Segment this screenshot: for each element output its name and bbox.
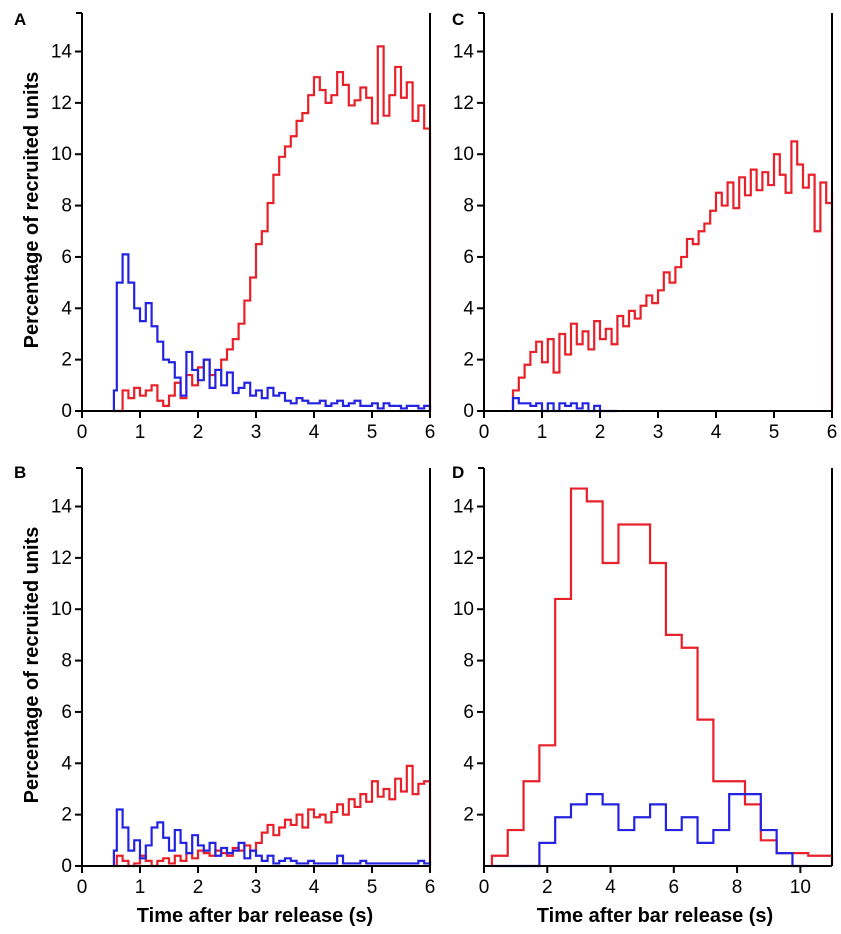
series-line-red — [113, 764, 432, 868]
panel-label: C — [452, 10, 464, 29]
panel-label: B — [14, 463, 26, 482]
y-tick-label: 12 — [51, 93, 72, 114]
y-axis-title-bottom: Percentage of recruited units — [21, 527, 43, 804]
x-tick-label: 3 — [653, 422, 664, 443]
x-tick-label: 6 — [827, 422, 838, 443]
x-tick-label: 4 — [605, 877, 616, 898]
x-tick-label: 2 — [595, 422, 606, 443]
y-tick-label: 6 — [61, 702, 72, 723]
x-tick-label: 2 — [542, 877, 553, 898]
series-line-red — [511, 140, 834, 411]
series-line-red — [490, 487, 834, 866]
x-tick-label: 5 — [367, 422, 378, 443]
y-tick-label: 2 — [463, 805, 474, 826]
x-axis-unit-left: (s) — [349, 905, 373, 927]
x-tick-label: 0 — [479, 422, 490, 443]
y-tick-label: 4 — [61, 298, 72, 319]
x-tick-label: 6 — [425, 877, 436, 898]
x-tick-label: 3 — [251, 877, 262, 898]
y-tick-label: 4 — [61, 753, 72, 774]
series-line-red — [113, 45, 432, 413]
x-tick-label: 1 — [135, 422, 146, 443]
x-tick-label: 4 — [711, 422, 722, 443]
x-tick-label: 2 — [193, 422, 204, 443]
x-tick-label: 6 — [669, 877, 680, 898]
y-tick-label: 12 — [453, 548, 474, 569]
y-tick-label: 8 — [463, 651, 474, 672]
y-tick-label: 14 — [453, 42, 475, 63]
x-tick-label: 1 — [537, 422, 548, 443]
y-tick-label: 6 — [463, 247, 474, 268]
y-tick-label: 10 — [453, 144, 474, 165]
x-axis-title-right-text: Time after bar release — [537, 905, 743, 927]
y-tick-label: 12 — [51, 548, 72, 569]
y-tick-label: 10 — [51, 599, 72, 620]
y-tick-label: 6 — [61, 247, 72, 268]
y-tick-label: 12 — [453, 93, 474, 114]
y-tick-label: 4 — [463, 298, 474, 319]
y-tick-label: 14 — [51, 42, 73, 63]
x-axis-title-right: Time after bar release (s) — [537, 905, 773, 927]
panel-label: A — [14, 10, 26, 29]
panel-label: D — [452, 463, 464, 482]
x-tick-label: 8 — [732, 877, 743, 898]
y-tick-label: 8 — [463, 196, 474, 217]
y-tick-label: 8 — [61, 196, 72, 217]
y-tick-label: 2 — [61, 805, 72, 826]
x-tick-label: 1 — [135, 877, 146, 898]
y-tick-label: 2 — [463, 350, 474, 371]
y-tick-label: 14 — [51, 497, 73, 518]
y-tick-label: 6 — [463, 702, 474, 723]
x-tick-label: 6 — [425, 422, 436, 443]
x-tick-label: 0 — [479, 877, 490, 898]
x-tick-label: 10 — [790, 877, 811, 898]
x-tick-label: 4 — [309, 877, 320, 898]
y-tick-label: 10 — [453, 599, 474, 620]
y-tick-label: 8 — [61, 651, 72, 672]
series-line-blue — [112, 253, 432, 411]
series-line-blue — [112, 808, 432, 866]
x-tick-label: 5 — [769, 422, 780, 443]
x-tick-label: 4 — [309, 422, 320, 443]
x-tick-label: 0 — [77, 422, 88, 443]
x-tick-label: 5 — [367, 877, 378, 898]
x-tick-label: 3 — [251, 422, 262, 443]
y-tick-label: 0 — [61, 401, 72, 422]
series-line-blue — [491, 793, 809, 868]
x-tick-label: 2 — [193, 877, 204, 898]
y-axis-title-top: Percentage of recruited units — [21, 72, 43, 349]
y-tick-label: 4 — [463, 753, 474, 774]
y-tick-label: 10 — [51, 144, 72, 165]
y-tick-label: 0 — [463, 401, 474, 422]
y-tick-label: 0 — [61, 856, 72, 877]
x-tick-label: 0 — [77, 877, 88, 898]
y-tick-label: 2 — [61, 350, 72, 371]
series-line-blue — [511, 397, 618, 413]
panel-d: D 2 4 6 8 10 12 14 0 2 4 6 8 10 — [452, 463, 834, 898]
x-axis-unit-right: (s) — [749, 905, 773, 927]
y-tick-label: 14 — [453, 497, 475, 518]
x-axis-title-left-text: Time after bar release — [137, 905, 343, 927]
x-axis-title-left: Time after bar release (s) — [137, 905, 373, 927]
